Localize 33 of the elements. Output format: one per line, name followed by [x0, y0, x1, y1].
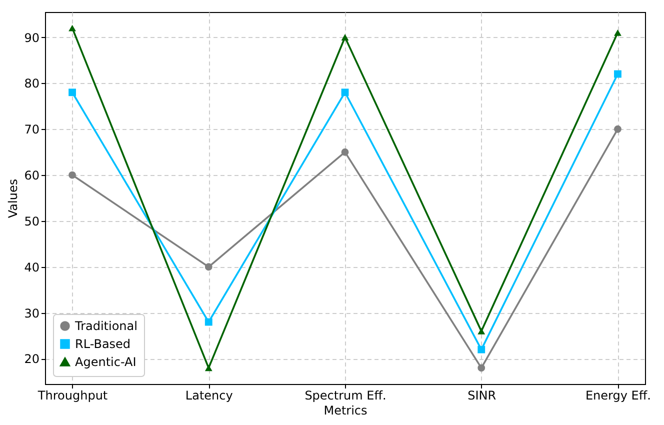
point: [478, 346, 486, 354]
legend-label: Traditional: [74, 319, 138, 333]
x-tick-label: Throughput: [36, 388, 108, 402]
y-tick-label: 70: [24, 122, 40, 137]
point: [204, 263, 212, 271]
y-tick-label: 20: [24, 352, 40, 366]
y-tick-label: 60: [24, 168, 40, 183]
point: [204, 318, 212, 326]
point: [341, 34, 349, 40]
point: [614, 29, 622, 36]
point: [614, 125, 622, 133]
point: [614, 70, 622, 78]
point: [478, 328, 486, 334]
x-axis-title: Metrics: [324, 404, 368, 418]
legend-label: RL-Based: [75, 337, 131, 351]
legend-label: Agentic-AI: [75, 355, 136, 369]
y-tick-label: 80: [24, 76, 40, 91]
y-axis-title: Values: [6, 178, 20, 218]
point: [68, 88, 76, 96]
point: [341, 148, 349, 156]
y-tick-label: 30: [24, 306, 40, 320]
point: [478, 364, 486, 372]
x-tick-label: Spectrum Eff.: [304, 388, 386, 402]
y-tick-label: 90: [24, 30, 40, 45]
x-tick-label: SINR: [468, 388, 496, 402]
x-tick-label: Latency: [185, 388, 233, 402]
y-tick-label: 40: [24, 260, 40, 274]
point: [68, 24, 76, 32]
point: [68, 171, 76, 179]
x-tick-label: Energy Eff.: [585, 388, 651, 402]
y-tick-label: 50: [24, 214, 40, 228]
point: [204, 364, 212, 372]
point: [341, 88, 349, 96]
